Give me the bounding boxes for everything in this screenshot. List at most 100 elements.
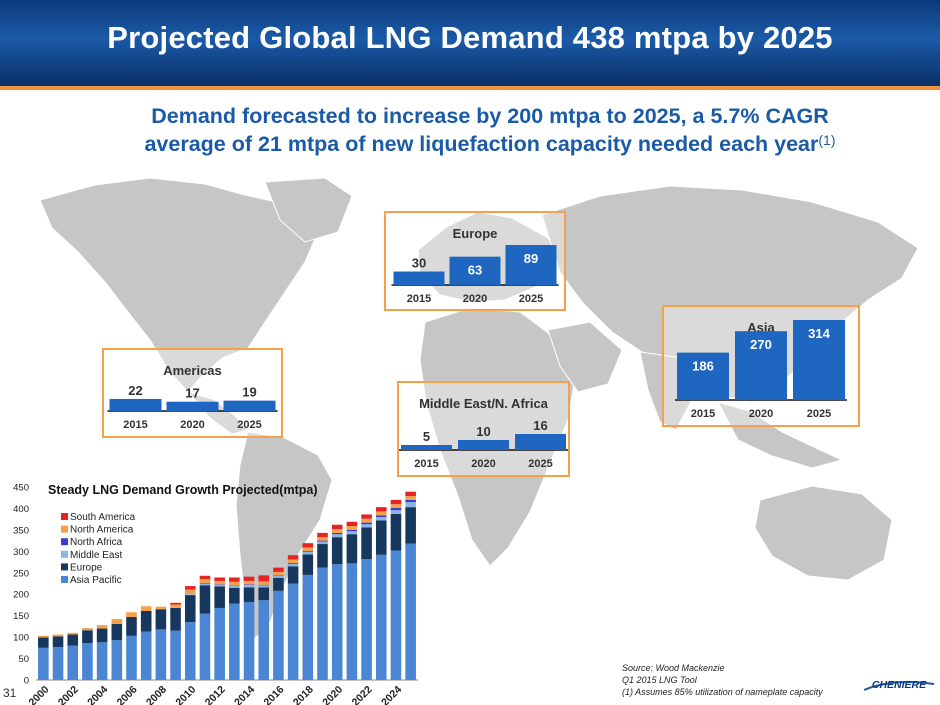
stack-segment bbox=[214, 607, 225, 680]
region-bar bbox=[109, 399, 162, 411]
region-bar bbox=[401, 445, 452, 450]
middle-east-shape bbox=[547, 321, 623, 393]
stack-segment bbox=[405, 507, 416, 544]
stack-segment bbox=[126, 616, 137, 636]
stack-segment bbox=[155, 606, 167, 610]
stack-segment bbox=[243, 587, 255, 602]
callout-frame bbox=[397, 381, 570, 477]
stack-segment bbox=[258, 585, 270, 588]
stack-segment bbox=[82, 630, 93, 644]
region-year-label: 2020 bbox=[180, 419, 204, 431]
stack-segment bbox=[287, 559, 299, 563]
stack-segment bbox=[170, 630, 181, 680]
stack-segment bbox=[52, 636, 64, 647]
x-tick-label: 2018 bbox=[291, 684, 316, 705]
y-tick-label: 50 bbox=[18, 654, 29, 665]
legend-swatch bbox=[61, 563, 68, 571]
region-bar bbox=[393, 271, 445, 285]
stack-segment bbox=[214, 580, 225, 585]
stack-segment bbox=[111, 640, 123, 680]
stack-segment bbox=[67, 632, 79, 635]
stack-segment bbox=[317, 544, 328, 568]
stack-segment bbox=[96, 642, 108, 680]
legend-label: Europe bbox=[70, 562, 103, 573]
region-bar bbox=[735, 331, 787, 400]
stack-segment bbox=[302, 550, 314, 552]
stack-segment bbox=[82, 643, 93, 680]
region-bar bbox=[677, 352, 729, 400]
stack-segment bbox=[273, 571, 284, 576]
stack-segment bbox=[111, 619, 123, 624]
y-tick-label: 350 bbox=[13, 525, 29, 536]
region-value-label: 89 bbox=[524, 251, 538, 266]
region-year-label: 2015 bbox=[407, 293, 431, 305]
stack-segment bbox=[214, 584, 225, 587]
legend-label: North America bbox=[70, 525, 134, 536]
legend-label: Middle East bbox=[70, 550, 122, 561]
y-tick-label: 100 bbox=[13, 633, 29, 644]
region-year-label: 2025 bbox=[237, 419, 261, 431]
x-tick-label: 2000 bbox=[26, 684, 51, 705]
legend-label: South America bbox=[70, 512, 135, 523]
stack-segment bbox=[375, 515, 387, 518]
legend-label: North Africa bbox=[70, 537, 123, 548]
stack-segment bbox=[375, 520, 387, 555]
region-bar bbox=[793, 320, 845, 400]
stack-segment bbox=[317, 567, 328, 680]
stack-segment bbox=[375, 511, 387, 516]
x-tick-label: 2004 bbox=[85, 684, 110, 705]
stack-segment bbox=[229, 587, 240, 604]
footnote-line: (1) Assumes 85% utilization of nameplate… bbox=[622, 687, 823, 697]
region-value-label: 270 bbox=[750, 337, 772, 352]
x-tick-label: 2022 bbox=[350, 684, 375, 705]
footnote-marker: (1) bbox=[818, 132, 836, 148]
stack-segment bbox=[258, 587, 270, 601]
stack-segment bbox=[273, 575, 284, 578]
stack-segment bbox=[243, 580, 255, 585]
region-bar bbox=[505, 245, 557, 285]
mena-callout: Middle East/N. Africa 5 2015 10 2020 16 2025 bbox=[397, 381, 570, 477]
stack-segment bbox=[405, 499, 416, 503]
stack-segment bbox=[331, 532, 343, 535]
stack-segment bbox=[375, 517, 387, 521]
stack-segment bbox=[390, 550, 402, 680]
stack-segment bbox=[390, 508, 402, 511]
stack-segment bbox=[361, 514, 372, 519]
legend-swatch bbox=[61, 525, 68, 533]
stack-segment bbox=[390, 504, 402, 509]
callout-frame bbox=[102, 348, 283, 438]
page-title: Projected Global LNG Demand 438 mtpa by … bbox=[107, 20, 833, 55]
y-tick-label: 450 bbox=[13, 483, 29, 494]
stack-segment bbox=[390, 510, 402, 515]
region-value-label: 22 bbox=[128, 383, 142, 398]
stack-segment bbox=[346, 534, 358, 564]
region-year-label: 2020 bbox=[749, 408, 773, 420]
y-tick-label: 250 bbox=[13, 568, 29, 579]
x-tick-label: 2012 bbox=[203, 684, 228, 705]
stack-segment bbox=[52, 634, 64, 637]
stack-segment bbox=[140, 606, 152, 611]
stack-segment bbox=[258, 575, 270, 582]
stack-segment bbox=[302, 554, 314, 575]
region-value-label: 186 bbox=[692, 359, 714, 374]
stack-segment bbox=[38, 647, 49, 680]
stack-segment bbox=[346, 521, 358, 527]
stack-segment bbox=[67, 645, 79, 680]
y-tick-label: 200 bbox=[13, 590, 29, 601]
stack-segment bbox=[170, 607, 181, 631]
stack-segment bbox=[361, 522, 372, 525]
stack-segment bbox=[243, 576, 255, 581]
region-year-label: 2025 bbox=[519, 293, 543, 305]
stack-segment bbox=[405, 543, 416, 680]
legend-swatch bbox=[61, 550, 68, 558]
chart-title: Steady LNG Demand Growth Projected(mtpa) bbox=[48, 483, 317, 497]
region-value-label: 314 bbox=[808, 326, 830, 341]
stack-segment bbox=[346, 526, 358, 530]
stack-segment bbox=[214, 577, 225, 581]
stack-segment bbox=[346, 531, 358, 535]
stack-segment bbox=[287, 566, 299, 584]
stack-segment bbox=[273, 590, 284, 680]
stack-segment bbox=[361, 518, 372, 523]
stack-segment bbox=[243, 601, 255, 680]
stack-segment bbox=[67, 634, 79, 646]
